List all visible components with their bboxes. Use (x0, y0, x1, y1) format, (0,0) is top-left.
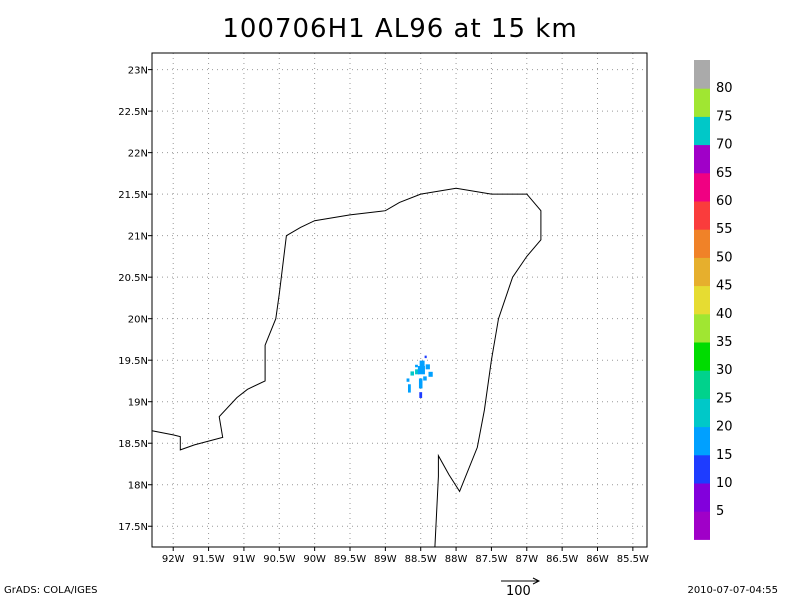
colorbar-label: 70 (716, 138, 733, 153)
lon-tick-label: 90W (303, 554, 326, 565)
colorbar-label: 15 (716, 448, 733, 463)
reflectivity-cell (419, 392, 423, 398)
reflectivity-cell (415, 364, 418, 368)
colorbar-label: 40 (716, 307, 733, 322)
reference-vector-arrow (501, 577, 541, 585)
colorbar-swatch (694, 229, 710, 258)
colorbar-label: 50 (716, 250, 733, 265)
reflectivity-echoes (406, 355, 433, 398)
lon-tick-label: 88.5W (405, 554, 437, 565)
reflectivity-cell (418, 378, 423, 389)
colorbar-label: 45 (716, 279, 733, 294)
colorbar-swatch (694, 370, 710, 399)
reflectivity-cell (410, 371, 414, 376)
lon-tick-label: 92W (162, 554, 185, 565)
lon-tick-label: 86W (586, 554, 609, 565)
colorbar-swatch (694, 257, 710, 287)
grads-credit: GrADS: COLA/IGES (4, 585, 98, 596)
lat-tick-label: 23N (128, 66, 148, 77)
colorbar-label: 60 (716, 194, 733, 209)
lon-tick-label: 88W (445, 554, 468, 565)
colorbar-label: 65 (716, 166, 733, 181)
reflectivity-cell (406, 378, 410, 382)
coastline (151, 187, 542, 548)
lat-tick-label: 17.5N (118, 522, 148, 533)
colorbar-swatch (694, 60, 710, 89)
lat-tick-label: 19.5N (118, 356, 148, 367)
colorbar-swatch (694, 483, 710, 512)
plot-title: 100706H1 AL96 at 15 km (222, 14, 578, 44)
colorbar-swatch (694, 313, 710, 343)
reflectivity-cell (415, 369, 420, 375)
lat-tick-label: 22N (128, 149, 148, 160)
colorbar-swatch (694, 88, 710, 117)
reflectivity-cell (417, 366, 425, 375)
colorbar-label: 55 (716, 222, 733, 237)
colorbar-label: 35 (716, 335, 733, 350)
colorbar-label: 30 (716, 363, 733, 378)
colorbar-label: 10 (716, 476, 733, 491)
lon-tick-label: 86.5W (546, 554, 578, 565)
lon-tick-label: 91.5W (192, 554, 224, 565)
axis-tick-labels: 92W 91.5W 91W 90.5W 90W 89.5W 89W 88.5W 88W 87.5W… (118, 66, 649, 565)
lon-tick-label: 85.5W (617, 554, 649, 565)
lat-tick-label: 21.5N (118, 190, 148, 201)
colorbar-swatch (694, 172, 710, 202)
lat-tick-label: 18N (128, 481, 148, 492)
lon-tick-label: 87.5W (475, 554, 507, 565)
reflectivity-cell (425, 364, 430, 370)
lon-tick-label: 91W (233, 554, 256, 565)
colorbar: 5 10 15 20 25 30 35 40 45 50 55 60 65 70 75 80 (694, 60, 733, 540)
colorbar-label: 5 (716, 504, 724, 519)
lat-tick-label: 20.5N (118, 273, 148, 284)
lat-tick-label: 21N (128, 232, 148, 243)
lat-tick-label: 19N (128, 398, 148, 409)
lon-tick-label: 90.5W (263, 554, 295, 565)
reflectivity-cell (428, 371, 433, 377)
lon-tick-label: 89W (374, 554, 397, 565)
colorbar-swatch (694, 426, 710, 456)
lat-lon-grid (152, 53, 647, 547)
lon-tick-label: 87W (515, 554, 538, 565)
lat-tick-label: 22.5N (118, 107, 148, 118)
colorbar-swatch (694, 144, 710, 174)
colorbar-swatch (694, 342, 710, 371)
colorbar-swatch (694, 454, 710, 484)
colorbar-label: 80 (716, 81, 733, 96)
colorbar-swatch (694, 116, 710, 146)
reflectivity-cell (424, 355, 427, 359)
reflectivity-cell (407, 384, 411, 393)
reference-vector-label: 100 (506, 584, 531, 599)
lat-tick-label: 20N (128, 315, 148, 326)
colorbar-swatch (694, 511, 710, 540)
timestamp: 2010-07-07-04:55 (687, 585, 778, 596)
colorbar-swatch (694, 201, 710, 230)
colorbar-swatch (694, 398, 710, 428)
map-frame (151, 52, 648, 548)
reflectivity-cell (419, 360, 425, 367)
colorbar-label: 20 (716, 420, 733, 435)
colorbar-label: 25 (716, 391, 733, 406)
lat-tick-label: 18.5N (118, 439, 148, 450)
lon-tick-label: 89.5W (334, 554, 366, 565)
reflectivity-cell (423, 376, 427, 381)
colorbar-label: 75 (716, 109, 733, 124)
colorbar-swatch (694, 285, 710, 315)
